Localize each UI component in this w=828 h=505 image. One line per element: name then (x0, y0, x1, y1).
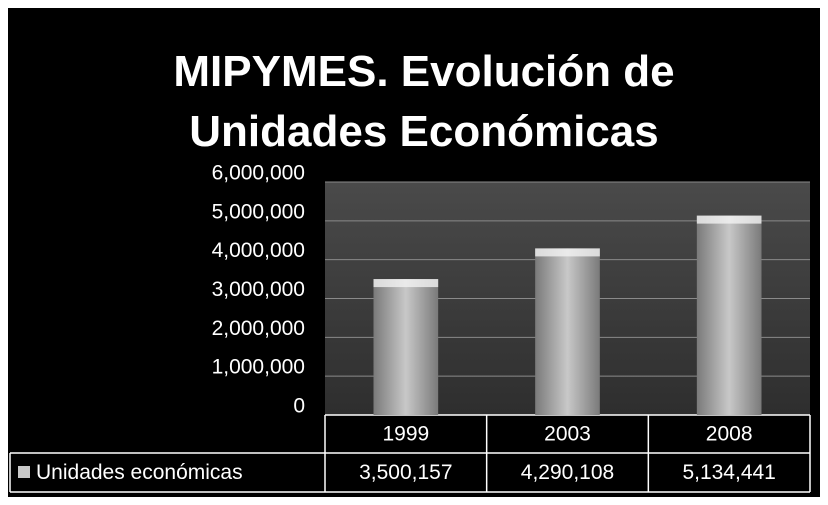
y-tick-label: 1,000,000 (212, 356, 305, 379)
y-tick-label: 4,000,000 (212, 239, 305, 262)
data-table-value: 3,500,157 (359, 461, 452, 484)
legend-swatch (18, 466, 30, 478)
x-tick-label: 2008 (706, 423, 753, 446)
bar-cap (696, 215, 762, 224)
y-tick-label: 3,000,000 (212, 278, 305, 301)
x-tick-label: 1999 (382, 423, 429, 446)
chart-title: MIPYMES. Evolución de Unidades Económica… (173, 47, 675, 156)
bar-cap (535, 248, 600, 257)
data-table-value: 5,134,441 (682, 461, 775, 484)
y-tick-label: 6,000,000 (212, 162, 305, 185)
bar (373, 279, 439, 415)
bar (696, 215, 762, 415)
bar (535, 248, 600, 415)
x-tick-label: 2003 (544, 423, 591, 446)
data-table-value: 4,290,108 (521, 461, 614, 484)
y-tick-label: 0 (293, 395, 305, 418)
y-tick-label: 5,000,000 (212, 200, 305, 223)
y-tick-label: 2,000,000 (212, 317, 305, 340)
legend-label: Unidades económicas (36, 461, 243, 484)
bar-cap (373, 279, 439, 288)
